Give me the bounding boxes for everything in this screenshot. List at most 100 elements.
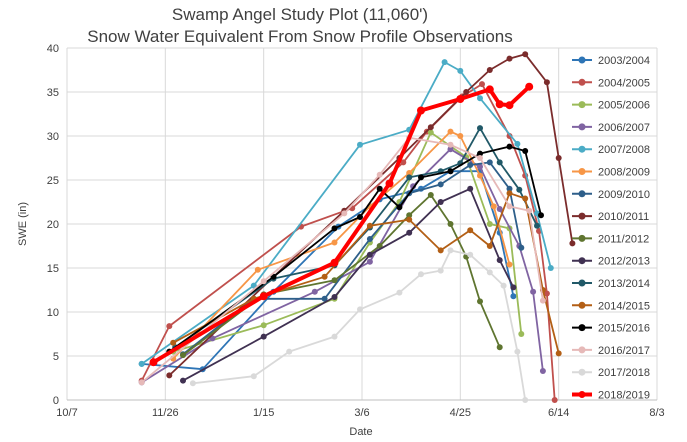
legend-item: 2013/2014: [572, 278, 650, 290]
data-point: [189, 380, 196, 387]
x-tick-label: 4/25: [450, 407, 471, 419]
data-point: [366, 222, 373, 229]
data-point: [522, 148, 529, 154]
x-tick-label: 10/7: [56, 407, 77, 419]
data-point: [437, 267, 444, 274]
legend-swatch-marker: [578, 391, 586, 398]
data-point: [506, 185, 513, 192]
legend-label: 2016/2017: [598, 345, 650, 357]
data-point: [357, 306, 363, 313]
x-tick-label: 3/6: [354, 407, 369, 419]
data-point: [260, 333, 267, 340]
legend-item: 2016/2017: [572, 345, 650, 357]
legend-label: 2011/2012: [598, 233, 649, 245]
data-point: [330, 258, 339, 267]
legend-label: 2007/2008: [598, 144, 650, 156]
legend: 2003/2004 2004/2005 2005/2006 2006/2007 2007…: [572, 55, 650, 402]
data-point: [149, 358, 158, 367]
data-point: [518, 244, 525, 251]
legend-label: 2005/2006: [598, 100, 650, 112]
data-point: [479, 81, 485, 88]
data-point: [486, 269, 493, 276]
data-point: [463, 89, 470, 95]
legend-item: 2004/2005: [572, 77, 650, 89]
data-point: [418, 174, 424, 181]
series-line: [152, 85, 531, 364]
data-point: [496, 257, 503, 264]
legend-item: 2014/2015: [572, 300, 650, 312]
data-point: [250, 373, 257, 380]
data-point: [547, 265, 554, 271]
y-tick-label: 35: [47, 87, 59, 99]
series-layer: [138, 51, 576, 403]
data-point: [321, 273, 328, 280]
data-point: [331, 333, 338, 340]
data-point: [506, 143, 513, 150]
data-point: [447, 221, 454, 227]
legend-item: 2015/2016: [572, 323, 650, 335]
data-point: [534, 222, 540, 229]
data-point: [437, 181, 444, 188]
legend-swatch-marker: [578, 368, 586, 376]
legend-swatch-marker: [578, 56, 586, 64]
data-point: [514, 348, 521, 355]
x-tick-label: 11/26: [152, 407, 179, 419]
data-point: [260, 322, 267, 329]
legend-item: 2010/2011: [572, 211, 649, 223]
legend-item: 2006/2007: [572, 122, 650, 134]
legend-swatch-marker: [578, 212, 586, 220]
data-point: [477, 172, 483, 179]
data-point: [555, 155, 562, 161]
data-point: [467, 185, 474, 192]
data-point: [516, 186, 523, 193]
legend-swatch-marker: [578, 301, 586, 309]
series-2018-2019: [149, 82, 534, 367]
data-point: [385, 179, 394, 188]
series-line: [192, 249, 527, 401]
data-point: [530, 288, 537, 295]
data-point: [180, 352, 186, 359]
x-tick-label: 1/15: [253, 407, 274, 419]
series-line: [172, 192, 560, 354]
y-tick-label: 10: [47, 307, 59, 319]
data-point: [477, 95, 483, 102]
data-point: [477, 163, 483, 170]
legend-item: 2011/2012: [572, 233, 649, 245]
data-point: [321, 295, 328, 302]
x-tick-label: 8/3: [649, 407, 664, 419]
series-line: [141, 136, 544, 384]
data-point: [457, 67, 464, 74]
data-point: [170, 339, 177, 346]
legend-item: 2009/2010: [572, 189, 650, 201]
data-point: [539, 368, 546, 374]
legend-label: 2006/2007: [598, 122, 650, 134]
data-point: [522, 397, 529, 403]
data-point: [477, 298, 483, 305]
data-point: [457, 133, 464, 139]
series-2014-2015: [170, 190, 562, 357]
data-point: [496, 206, 503, 212]
data-point: [551, 397, 558, 403]
data-point: [495, 100, 504, 109]
y-tick-label: 40: [47, 43, 59, 55]
y-tick-label: 0: [53, 395, 59, 407]
data-point: [418, 271, 424, 278]
legend-label: 2003/2004: [598, 55, 650, 67]
data-point: [427, 192, 434, 198]
data-point: [437, 247, 444, 254]
data-point: [366, 251, 373, 258]
y-tick-label: 30: [47, 131, 59, 143]
legend-swatch-marker: [578, 145, 586, 153]
legend-swatch-marker: [578, 257, 586, 265]
data-point: [259, 292, 268, 301]
series-2015-2016: [166, 143, 544, 355]
data-point: [477, 155, 483, 161]
data-point: [496, 159, 503, 166]
legend-label: 2017/2018: [598, 367, 650, 379]
x-tick-label: 6/14: [548, 407, 569, 419]
data-point: [437, 199, 444, 205]
data-point: [539, 297, 546, 304]
data-point: [406, 212, 413, 219]
